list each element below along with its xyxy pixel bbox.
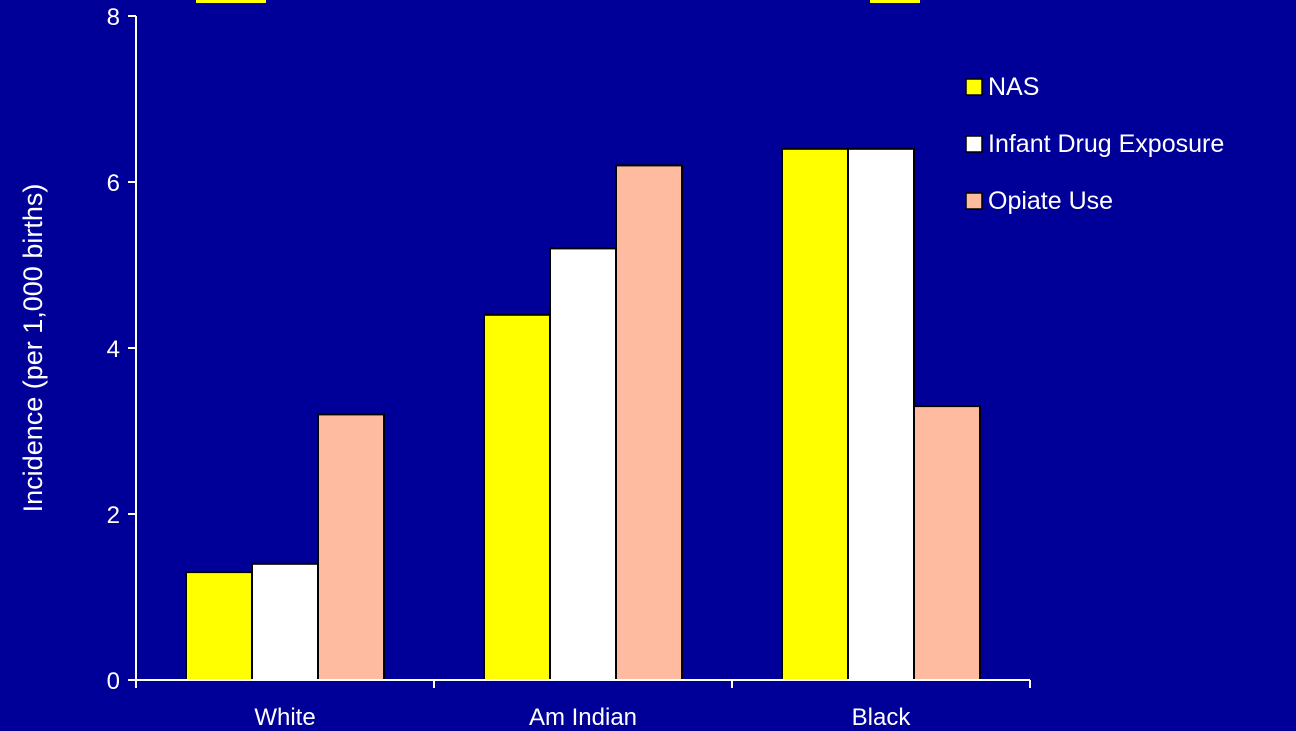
bar-infant-drug-exposure-white [251, 562, 319, 681]
x-category-label: Black [852, 704, 912, 731]
y-tick-label: 8 [107, 4, 120, 31]
clipped-title-fragment-left [196, 0, 266, 3]
bar-nas-black [781, 147, 849, 682]
legend-label: NAS [988, 73, 1039, 101]
y-tick-label: 2 [107, 502, 120, 529]
bar-opiate-use-am-indian [615, 164, 683, 681]
x-category-label: White [254, 704, 315, 731]
legend-label: Opiate Use [988, 187, 1113, 215]
bar-nas-white [185, 571, 253, 681]
x-ticks-group: White Am Indian Black [135, 680, 1031, 731]
y-tick-label: 6 [107, 170, 120, 197]
bars-group [185, 147, 981, 682]
bar-infant-drug-exposure-black [847, 147, 915, 682]
x-category-label: Am Indian [529, 704, 637, 731]
y-tick-label: 0 [107, 668, 120, 695]
bar-nas-am-indian [483, 313, 551, 681]
bar-opiate-use-black [913, 405, 981, 681]
legend-swatch [965, 192, 983, 210]
bar-opiate-use-white [317, 413, 385, 681]
y-axis-title: Incidence (per 1,000 births) [18, 184, 48, 513]
y-ticks-group: 0 2 4 6 8 [107, 4, 136, 695]
bar-infant-drug-exposure-am-indian [549, 247, 617, 681]
y-tick-label: 4 [107, 336, 120, 363]
legend: NAS Infant Drug Exposure Opiate Use [965, 73, 1224, 215]
clipped-top-text [196, 0, 920, 3]
legend-label: Infant Drug Exposure [988, 130, 1224, 158]
legend-swatch [965, 78, 983, 96]
legend-swatch [965, 135, 983, 153]
clipped-title-fragment-right [870, 0, 920, 3]
